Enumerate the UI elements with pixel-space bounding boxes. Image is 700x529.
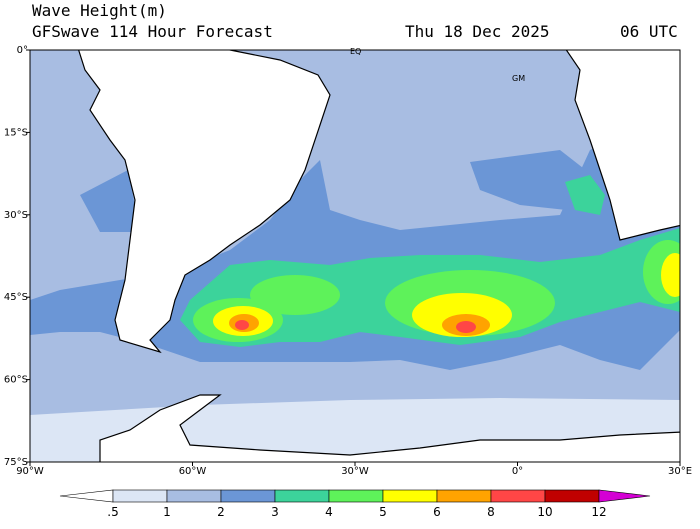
contour <box>250 275 340 315</box>
contour <box>80 170 140 232</box>
map <box>30 50 680 462</box>
annotation: GM <box>512 74 525 83</box>
colorbar-label: 10 <box>537 505 552 519</box>
y-tick-label: 30°S <box>4 210 28 221</box>
y-tick-label: 15°S <box>4 127 28 138</box>
africa <box>565 50 680 241</box>
time: 06 UTC <box>620 22 678 41</box>
colorbar-band <box>220 489 276 503</box>
colorbar-band <box>166 489 222 503</box>
date: Thu 18 Dec 2025 <box>405 22 550 41</box>
colorbar-band <box>490 489 546 503</box>
colorbar-label: 5 <box>379 505 387 519</box>
antarctica <box>99 394 680 462</box>
colorbar-band <box>436 489 492 503</box>
colorbar-label: 2 <box>217 505 225 519</box>
x-tick-label: 60°W <box>179 466 207 477</box>
colorbar-band <box>112 489 168 503</box>
annotation: EQ <box>350 47 361 56</box>
x-tick-label: 30°E <box>668 466 692 477</box>
colorbar-label: 12 <box>591 505 606 519</box>
y-tick-label: 45°S <box>4 292 28 303</box>
south-america <box>78 50 331 354</box>
x-tick-label: 0° <box>512 466 523 477</box>
colorbar-label: .5 <box>107 505 118 519</box>
x-tick-label: 90°W <box>16 466 44 477</box>
colorbar-under <box>59 489 114 503</box>
colorbar-label: 4 <box>325 505 333 519</box>
colorbar-band <box>274 489 330 503</box>
contour <box>456 321 476 333</box>
colorbar-over <box>598 489 651 503</box>
contour <box>470 150 592 212</box>
colorbar-label: 6 <box>433 505 441 519</box>
subtitle: GFSwave 114 Hour Forecast <box>32 22 273 41</box>
contour <box>565 175 605 215</box>
colorbar-label: 3 <box>271 505 279 519</box>
y-tick-label: 0° <box>17 45 28 56</box>
x-tick-label: 30°W <box>341 466 369 477</box>
colorbar-label: 8 <box>487 505 495 519</box>
title: Wave Height(m) <box>32 1 167 20</box>
colorbar-band <box>382 489 438 503</box>
contour <box>235 320 249 330</box>
y-tick-label: 75°S <box>4 457 28 468</box>
colorbar-band <box>328 489 384 503</box>
colorbar-label: 1 <box>163 505 171 519</box>
colorbar-band <box>544 489 600 503</box>
y-tick-label: 60°S <box>4 375 28 386</box>
contour <box>661 253 680 297</box>
